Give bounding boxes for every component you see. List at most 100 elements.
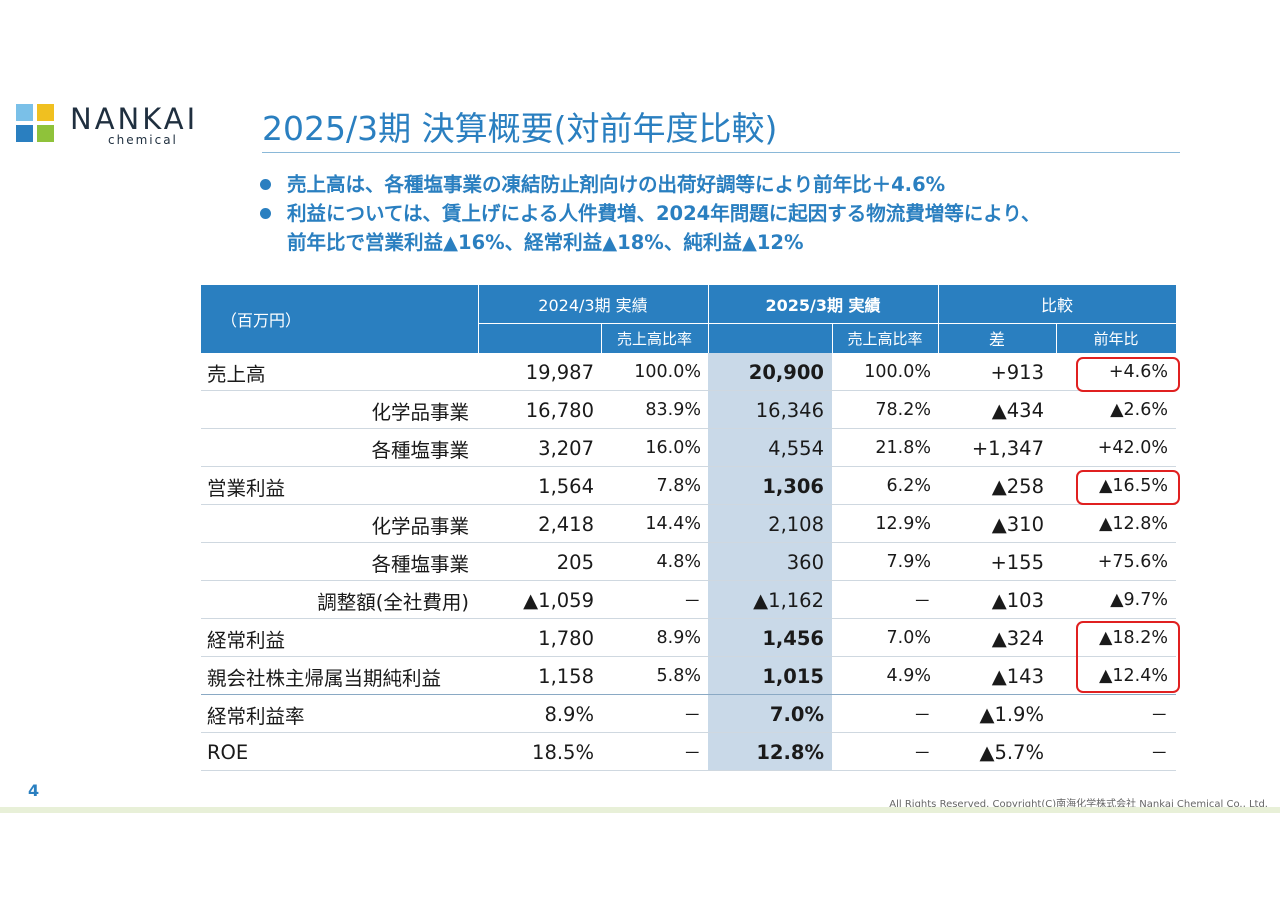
ratio-2024: －: [683, 591, 702, 612]
header-divider: [938, 285, 939, 353]
header-diff: 差: [988, 330, 1005, 349]
ratio-2024: －: [683, 743, 702, 764]
value-2024: 3,207: [538, 436, 594, 460]
yoy-value: +42.0%: [1097, 438, 1168, 458]
value-2025: 1,456: [762, 626, 824, 650]
value-2024: 8.9%: [544, 702, 594, 726]
yoy-value: ▲12.4%: [1098, 666, 1168, 686]
row-label: 経常利益: [207, 628, 286, 652]
title-rule: [262, 152, 1180, 153]
logo-sub: chemical: [108, 133, 178, 147]
row-label: 化学品事業: [371, 514, 469, 538]
value-2024: ▲1,059: [523, 588, 594, 612]
table-row: ROE 18.5% － 12.8% － ▲5.7% －: [201, 733, 1176, 771]
diff-value: ▲324: [991, 626, 1044, 650]
yoy-value: －: [1150, 743, 1169, 764]
header-ratio-2025: 売上高比率: [847, 329, 923, 348]
fy2025-column-shade: [708, 353, 832, 771]
row-label: 各種塩事業: [371, 438, 469, 462]
diff-value: +155: [990, 550, 1044, 574]
ratio-2025: －: [913, 591, 932, 612]
diff-value: +1,347: [971, 436, 1044, 460]
table-row: 営業利益 1,564 7.8% 1,306 6.2% ▲258 ▲16.5%: [201, 467, 1176, 505]
value-2024: 19,987: [525, 360, 594, 384]
value-2025: ▲1,162: [753, 588, 824, 612]
bullet-item: 利益については、賃上げによる人件費増、2024年問題に起因する物流費増等により、: [258, 199, 1041, 228]
ratio-2025: 21.8%: [875, 438, 931, 458]
row-label: 各種塩事業: [371, 552, 469, 576]
ratio-2025: 100.0%: [864, 362, 931, 382]
value-2024: 1,158: [538, 664, 594, 688]
header-ratio-2024: 売上高比率: [616, 329, 692, 348]
row-label: 経常利益率: [207, 704, 305, 728]
copyright: All Rights Reserved. Copyright(C)南海化学株式会…: [889, 799, 1268, 810]
table-row: 各種塩事業 205 4.8% 360 7.9% +155 +75.6%: [201, 543, 1176, 581]
diff-value: ▲310: [991, 512, 1044, 536]
ratio-2024: 83.9%: [645, 400, 701, 420]
ratio-2024: 5.8%: [656, 666, 701, 686]
diff-value: ▲434: [991, 398, 1044, 422]
yoy-value: +75.6%: [1097, 552, 1168, 572]
bullet-item-continued: 前年比で営業利益▲16%、経常利益▲18%、純利益▲12%: [258, 228, 1041, 257]
bullet-dot-icon: [260, 208, 271, 219]
value-2025: 1,306: [762, 474, 824, 498]
table-row: 経常利益 1,780 8.9% 1,456 7.0% ▲324 ▲18.2%: [201, 619, 1176, 657]
bullet-text: 前年比で営業利益▲16%、経常利益▲18%、純利益▲12%: [287, 231, 804, 254]
ratio-2025: 6.2%: [886, 476, 931, 496]
logo-mark-icon: [16, 104, 56, 146]
row-label: 親会社株主帰属当期純利益: [207, 666, 442, 690]
value-2025: 7.0%: [769, 702, 824, 726]
ratio-2024: 16.0%: [645, 438, 701, 458]
company-logo: NANKAI chemical: [16, 102, 226, 148]
header-divider: [601, 323, 602, 353]
ratio-2024: 8.9%: [656, 628, 701, 648]
diff-value: ▲103: [991, 588, 1044, 612]
header-fy2025: 2025/3期 実績: [765, 296, 881, 315]
table-header: （百万円） 2024/3期 実績 2025/3期 実績 比較 売上高比率 売上高…: [201, 285, 1176, 353]
bullet-dot-icon: [260, 179, 271, 190]
value-2024: 205: [556, 550, 594, 574]
unit-label: （百万円）: [220, 311, 301, 330]
value-2024: 1,564: [538, 474, 594, 498]
yoy-value: +4.6%: [1108, 362, 1168, 382]
header-divider: [478, 323, 1176, 324]
header-divider: [832, 323, 833, 353]
value-2025: 16,346: [755, 398, 824, 422]
summary-bullets: 売上高は、各種塩事業の凍結防止剤向けの出荷好調等により前年比＋4.6% 利益につ…: [258, 170, 1041, 257]
value-2024: 18.5%: [532, 740, 594, 764]
value-2025: 360: [786, 550, 824, 574]
diff-value: ▲143: [991, 664, 1044, 688]
diff-value: ▲258: [991, 474, 1044, 498]
logo-name: NANKAI: [70, 102, 199, 136]
header-compare: 比較: [1040, 296, 1073, 315]
diff-value: ▲1.9%: [979, 702, 1044, 726]
page-number: 4: [28, 781, 40, 800]
ratio-2025: 7.0%: [886, 628, 931, 648]
highlight-box: [1076, 357, 1180, 392]
header-divider: [1056, 323, 1057, 353]
ratio-2024: 4.8%: [656, 552, 701, 572]
header-divider: [708, 285, 709, 353]
table-row: 調整額(全社費用) ▲1,059 － ▲1,162 － ▲103 ▲9.7%: [201, 581, 1176, 619]
highlight-box: [1076, 621, 1180, 693]
header-fy2024: 2024/3期 実績: [538, 296, 648, 315]
table-row: 各種塩事業 3,207 16.0% 4,554 21.8% +1,347 +42.0%: [201, 429, 1176, 467]
highlight-box: [1076, 470, 1180, 505]
diff-value: +913: [990, 360, 1044, 384]
table-row: 親会社株主帰属当期純利益 1,158 5.8% 1,015 4.9% ▲143 ▲12.4%: [201, 657, 1176, 695]
yoy-value: ▲18.2%: [1098, 628, 1168, 648]
ratio-2024: 14.4%: [645, 514, 701, 534]
value-2024: 2,418: [538, 512, 594, 536]
table-row: 化学品事業 2,418 14.4% 2,108 12.9% ▲310 ▲12.8%: [201, 505, 1176, 543]
value-2024: 16,780: [525, 398, 594, 422]
yoy-value: ▲12.8%: [1098, 514, 1168, 534]
footer-band: [0, 807, 1280, 813]
table-row: 経常利益率 8.9% － 7.0% － ▲1.9% －: [201, 695, 1176, 733]
header-divider: [478, 285, 479, 353]
row-label: ROE: [207, 740, 249, 764]
row-label: 売上高: [207, 362, 266, 386]
yoy-value: ▲16.5%: [1098, 476, 1168, 496]
yoy-value: ▲2.6%: [1110, 400, 1168, 420]
ratio-2024: －: [683, 705, 702, 726]
bullet-text: 利益については、賃上げによる人件費増、2024年問題に起因する物流費増等により、: [287, 202, 1041, 225]
